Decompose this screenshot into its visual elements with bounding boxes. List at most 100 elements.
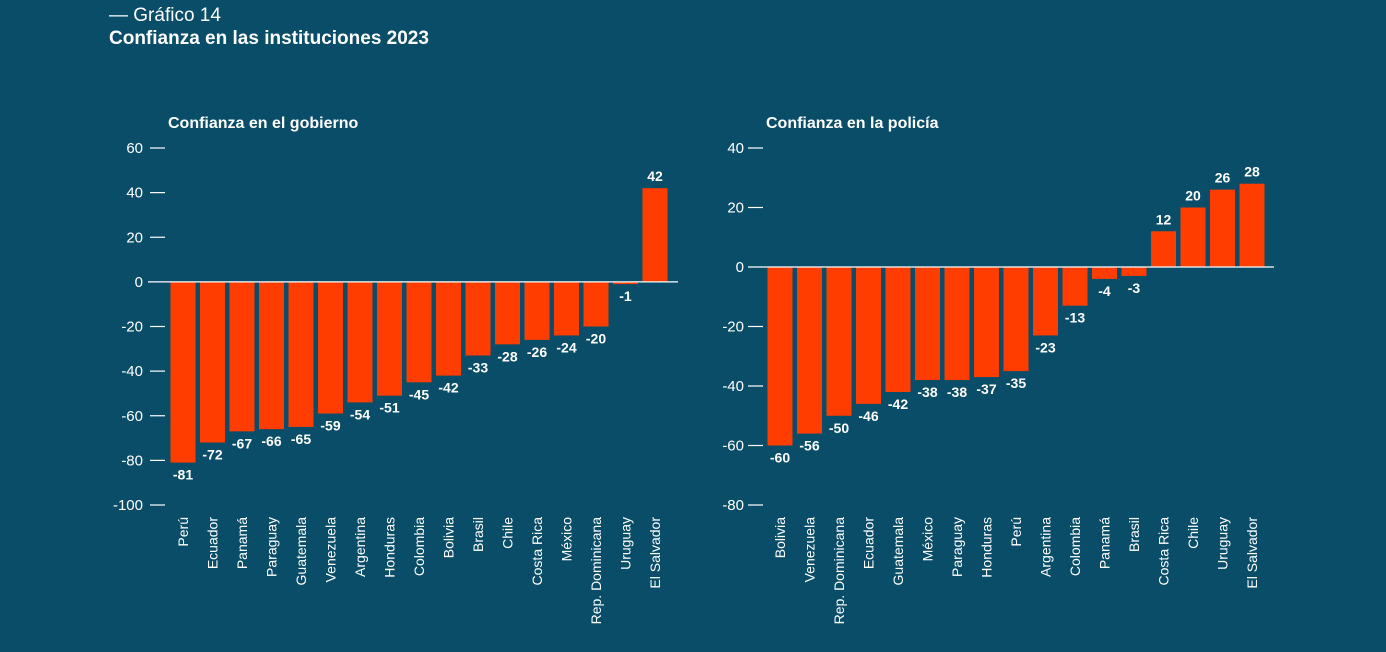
data-label: -42 bbox=[888, 396, 908, 412]
y-tick-label: -80 bbox=[722, 497, 744, 514]
data-label: -33 bbox=[468, 360, 488, 376]
data-label: -66 bbox=[261, 433, 281, 449]
category-label: Honduras bbox=[382, 517, 398, 578]
data-label: -56 bbox=[799, 438, 819, 454]
category-label: Venezuela bbox=[323, 517, 339, 583]
bar bbox=[1033, 267, 1058, 336]
category-label: México bbox=[920, 517, 936, 562]
data-label: -1 bbox=[619, 288, 632, 304]
category-label: Brasil bbox=[1126, 517, 1142, 552]
bar bbox=[1180, 207, 1206, 267]
category-label: Costa Rica bbox=[529, 517, 545, 586]
bar bbox=[944, 267, 970, 381]
bar bbox=[1210, 189, 1235, 267]
category-label: Chile bbox=[1185, 517, 1201, 549]
data-label: -45 bbox=[409, 386, 429, 402]
data-label: -59 bbox=[320, 418, 340, 434]
category-label: Honduras bbox=[979, 517, 995, 578]
chart-2: Confianza en la policía 40 20 0 -20 -40 -60 -80… bbox=[722, 115, 1274, 624]
data-label: 26 bbox=[1215, 170, 1231, 186]
y-tick-label: -60 bbox=[722, 438, 744, 455]
data-label: -67 bbox=[232, 435, 252, 451]
y-tick-label: 20 bbox=[727, 200, 744, 217]
category-label: Bolivia bbox=[441, 517, 457, 558]
y-tick-label: 60 bbox=[126, 140, 143, 157]
bar bbox=[465, 281, 491, 356]
y-tick-label: 40 bbox=[126, 185, 143, 202]
y-tick-label: -100 bbox=[113, 497, 143, 514]
category-label: Paraguay bbox=[949, 517, 965, 577]
category-label: Colombia bbox=[1067, 517, 1083, 576]
category-label: Rep. Dominicana bbox=[831, 517, 847, 625]
y-tick-label: -40 bbox=[722, 378, 744, 395]
data-label: -23 bbox=[1035, 339, 1055, 355]
data-label: -35 bbox=[1006, 375, 1026, 391]
category-label: Panamá bbox=[234, 517, 250, 569]
data-label: -38 bbox=[947, 384, 967, 400]
data-label: -26 bbox=[527, 344, 547, 360]
bar bbox=[974, 267, 999, 378]
chart-title: Confianza en el gobierno bbox=[168, 115, 358, 132]
data-label: -3 bbox=[1128, 280, 1141, 296]
category-label: Panamá bbox=[1097, 517, 1113, 569]
figure-title: Confianza en las instituciones 2023 bbox=[109, 28, 429, 49]
category-label: Guatemala bbox=[890, 517, 906, 586]
category-label: Ecuador bbox=[205, 517, 221, 569]
bar bbox=[554, 281, 579, 336]
y-tick-label: -40 bbox=[121, 363, 143, 380]
bar bbox=[642, 188, 668, 282]
data-label: 20 bbox=[1185, 188, 1201, 204]
data-label: -13 bbox=[1065, 310, 1085, 326]
data-label: 28 bbox=[1244, 164, 1260, 180]
category-label: Costa Rica bbox=[1156, 517, 1172, 586]
category-label: Uruguay bbox=[1215, 517, 1231, 570]
category-label: Brasil bbox=[470, 517, 486, 552]
chart-title: Confianza en la policía bbox=[766, 115, 939, 132]
data-label: -50 bbox=[829, 420, 849, 436]
data-label: -72 bbox=[202, 447, 222, 463]
bar bbox=[885, 267, 911, 392]
chart-1: Confianza en el gobierno 60 40 20 0 -20 -40 -60… bbox=[113, 115, 678, 624]
data-label: -24 bbox=[556, 339, 576, 355]
y-tick-label: -20 bbox=[722, 319, 744, 336]
bar bbox=[767, 267, 793, 446]
category-label: Uruguay bbox=[618, 517, 634, 570]
bar bbox=[613, 281, 638, 285]
bar bbox=[288, 281, 314, 427]
bar bbox=[318, 281, 343, 414]
category-label: Rep. Dominicana bbox=[588, 517, 604, 625]
data-label: -54 bbox=[350, 406, 370, 422]
y-tick-label: -60 bbox=[121, 408, 143, 425]
bar bbox=[347, 281, 373, 403]
figure-label: — Gráfico 14 bbox=[109, 5, 221, 26]
bar bbox=[200, 281, 225, 443]
category-label: Colombia bbox=[411, 517, 427, 576]
bar bbox=[1239, 183, 1265, 267]
data-label: -20 bbox=[586, 331, 606, 347]
category-label: El Salvador bbox=[647, 517, 663, 589]
bar bbox=[170, 281, 196, 463]
category-label: Bolivia bbox=[772, 517, 788, 558]
category-label: Perú bbox=[175, 517, 191, 547]
data-label: -46 bbox=[858, 408, 878, 424]
category-label: Guatemala bbox=[293, 517, 309, 586]
data-label: -65 bbox=[291, 431, 311, 447]
category-label: Argentina bbox=[1038, 517, 1054, 577]
data-label: -60 bbox=[770, 450, 790, 466]
category-label: México bbox=[559, 517, 575, 562]
y-tick-label: 0 bbox=[135, 274, 143, 291]
data-label: -42 bbox=[438, 380, 458, 396]
bar bbox=[436, 281, 461, 376]
bar bbox=[1121, 267, 1147, 276]
bar bbox=[1092, 267, 1117, 279]
y-tick-label: -80 bbox=[121, 452, 143, 469]
category-label: Paraguay bbox=[264, 517, 280, 577]
bar bbox=[583, 281, 609, 327]
category-label: Venezuela bbox=[802, 517, 818, 583]
bar bbox=[495, 281, 520, 345]
category-label: El Salvador bbox=[1244, 517, 1260, 589]
data-label: -38 bbox=[917, 384, 937, 400]
bar bbox=[259, 281, 284, 430]
bar bbox=[229, 281, 255, 432]
